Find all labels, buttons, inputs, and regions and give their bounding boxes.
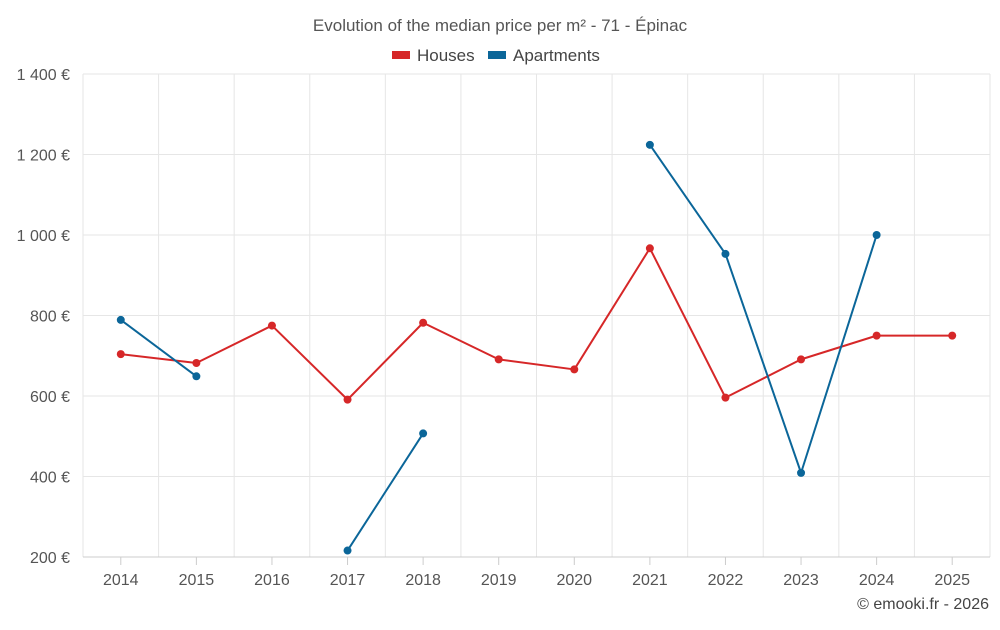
y-tick-label: 400 € xyxy=(30,470,70,487)
series-lines xyxy=(119,143,954,552)
data-point-houses xyxy=(116,350,125,359)
x-tick-label: 2018 xyxy=(405,572,441,589)
grid xyxy=(82,73,991,557)
data-point-houses xyxy=(645,244,654,253)
data-point-houses xyxy=(494,355,503,364)
x-tick-label: 2023 xyxy=(783,572,819,589)
y-tick-label: 800 € xyxy=(30,309,70,326)
data-point-apartments xyxy=(343,546,352,555)
data-point-apartments xyxy=(721,249,730,258)
data-point-apartments xyxy=(116,315,125,324)
series-line-apartments xyxy=(119,318,198,378)
data-point-apartments xyxy=(419,429,428,438)
series-line-houses xyxy=(119,247,954,401)
y-tick-label: 1 200 € xyxy=(17,148,70,165)
series-line-apartments xyxy=(346,432,425,552)
footer-credit: © emooki.fr - 2026 xyxy=(857,596,989,613)
data-point-houses xyxy=(267,321,276,330)
x-tick-label: 2014 xyxy=(103,572,139,589)
data-point-houses xyxy=(872,331,881,340)
y-tick-label: 200 € xyxy=(30,550,70,567)
x-tick-label: 2019 xyxy=(481,572,517,589)
axes: 200 € 400 € 600 € 800 € 1 000 € 1 200 € 1 400 … xyxy=(17,67,990,589)
y-tick-label: 1 400 € xyxy=(17,67,70,84)
series-line-apartments xyxy=(648,143,878,474)
y-tick-label: 1 000 € xyxy=(17,228,70,245)
legend-label-apartments: Apartments xyxy=(513,46,600,65)
x-tick-label: 2024 xyxy=(859,572,895,589)
y-tick-label: 600 € xyxy=(30,389,70,406)
data-point-apartments xyxy=(645,140,654,149)
data-point-houses xyxy=(721,393,730,402)
x-tick-label: 2016 xyxy=(254,572,290,589)
data-point-houses xyxy=(797,355,806,364)
x-tick-label: 2017 xyxy=(330,572,366,589)
x-tick-label: 2021 xyxy=(632,572,668,589)
data-points xyxy=(116,140,957,555)
x-tick-label: 2025 xyxy=(934,572,970,589)
data-point-houses xyxy=(343,395,352,404)
data-point-houses xyxy=(192,358,201,367)
x-tick-label: 2022 xyxy=(708,572,744,589)
data-point-apartments xyxy=(872,231,881,239)
legend-swatch-apartments xyxy=(488,51,506,59)
x-tick-label: 2020 xyxy=(556,572,592,589)
legend: Houses Apartments xyxy=(392,46,600,65)
x-tick-label: 2015 xyxy=(179,572,215,589)
data-point-apartments xyxy=(192,372,201,381)
data-point-houses xyxy=(948,331,957,340)
data-point-houses xyxy=(419,318,428,327)
chart-title: Evolution of the median price per m² - 7… xyxy=(313,16,688,35)
data-point-houses xyxy=(570,365,579,374)
data-point-apartments xyxy=(797,468,806,477)
legend-swatch-houses xyxy=(392,51,410,59)
legend-label-houses: Houses xyxy=(417,46,475,65)
